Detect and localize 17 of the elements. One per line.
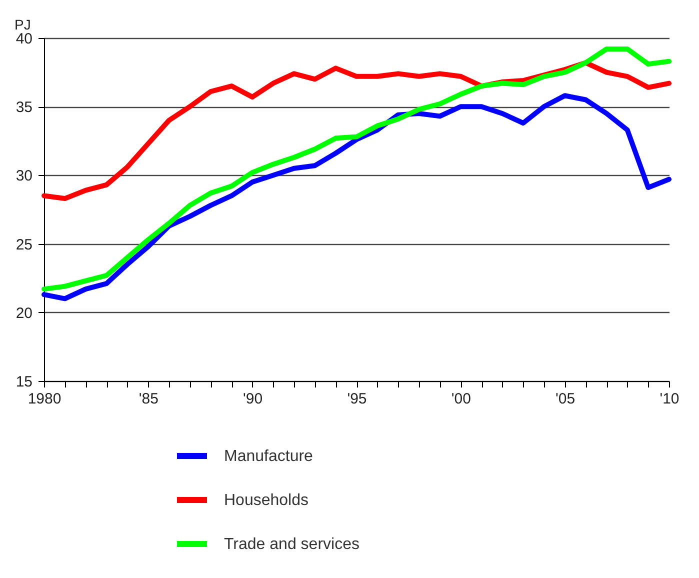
x-tick-label: '10 bbox=[660, 390, 680, 408]
y-tick-label: 40 bbox=[16, 30, 32, 48]
y-tick-label: 35 bbox=[16, 99, 32, 116]
x-tick-label: '05 bbox=[556, 390, 576, 408]
y-tick-label: 20 bbox=[16, 304, 32, 322]
y-tick-label: 30 bbox=[16, 168, 32, 185]
x-tick-label: 1980 bbox=[28, 390, 62, 408]
x-tick-label: '90 bbox=[243, 390, 263, 408]
y-tick-label: 15 bbox=[16, 374, 32, 390]
y-axis-title: PJ bbox=[14, 16, 31, 32]
legend-label: Trade and services bbox=[224, 536, 360, 553]
x-tick-label: '85 bbox=[138, 390, 158, 408]
legend-label: Households bbox=[224, 492, 308, 509]
x-tick-label: '00 bbox=[451, 390, 471, 408]
y-tick-label: 25 bbox=[16, 236, 32, 254]
x-tick-label: '95 bbox=[347, 390, 367, 408]
legend-label: Manufacture bbox=[224, 448, 314, 465]
